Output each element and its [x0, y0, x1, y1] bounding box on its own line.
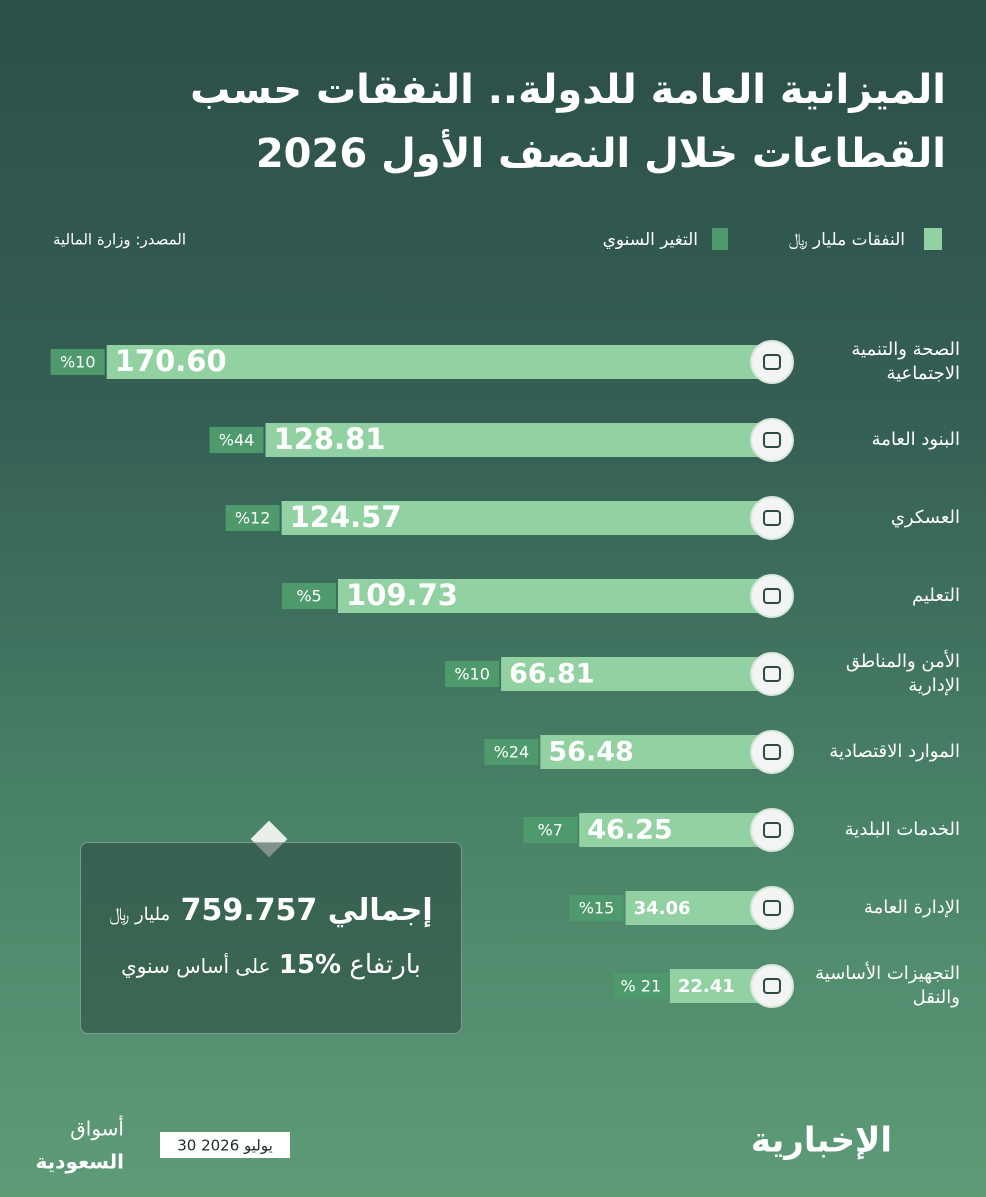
change-label: %10 [454, 665, 490, 684]
category-label: الخدمات البلدية [844, 819, 960, 840]
sector-icon-glyph [763, 354, 781, 370]
total-unit: مليار ﷼ [109, 904, 171, 925]
sector-icon [750, 808, 794, 852]
sector-icon [750, 964, 794, 1008]
sector-icon-glyph [763, 666, 781, 682]
total-line: إجمالي 759.757 مليار ﷼ [81, 893, 461, 928]
legend-label: النفقات مليار ﷼ [789, 230, 905, 250]
total-label: إجمالي [327, 893, 433, 928]
category-label: التجهيزات الأساسية والنقل [815, 963, 960, 1008]
category-label: التعليم [912, 585, 960, 606]
brand: السعودية [36, 1150, 124, 1174]
rise-line: بارتفاع 15% على أساس سنوي [81, 950, 461, 980]
change-label: %15 [579, 899, 615, 918]
category-box: الأمن والمناطق الإدارية [845, 651, 960, 696]
bar [106, 345, 766, 379]
category-label: العسكري [890, 507, 960, 528]
sector-icon [750, 574, 794, 618]
sector-icon [750, 730, 794, 774]
category-label: الأمن والمناطق الإدارية [845, 651, 960, 696]
sector-icon-glyph [763, 744, 781, 760]
change-box [225, 505, 280, 531]
change-label: %44 [219, 431, 255, 450]
sector-icon-glyph [763, 510, 781, 526]
sector-icon-glyph [763, 432, 781, 448]
bar [501, 657, 765, 691]
sector-icon-glyph [763, 900, 781, 916]
category-box: التجهيزات الأساسية والنقل [815, 963, 960, 1008]
date: 30 يوليو 2026 [177, 1137, 273, 1155]
sector-icon [750, 418, 794, 462]
bar [265, 423, 765, 457]
bar [625, 891, 765, 925]
category-box: البنود العامة [871, 429, 960, 450]
value-label: 109.73 [346, 578, 458, 612]
change-box [523, 817, 578, 843]
category-box: الخدمات البلدية [844, 819, 960, 840]
change-box [209, 427, 264, 453]
category-box: الموارد الاقتصادية [829, 741, 960, 762]
change-label: %24 [494, 743, 530, 762]
value-label: 66.81 [509, 659, 594, 690]
sector-icon [750, 340, 794, 384]
brand: أسواق [70, 1116, 124, 1141]
category-box: العسكري [890, 507, 960, 528]
change-box [445, 661, 500, 687]
category-box: الإدارة العامة [863, 897, 960, 918]
category-box: التعليم [912, 585, 960, 606]
change-box [569, 895, 624, 921]
bar [540, 735, 765, 769]
change-label: %7 [538, 821, 563, 840]
sector-icon-glyph [763, 588, 781, 604]
category-label: الصحة والتنمية الاجتماعية [851, 339, 960, 384]
date-box [160, 1132, 290, 1158]
category-label: البنود العامة [871, 429, 960, 450]
change-label: %5 [296, 587, 321, 606]
sector-icon [750, 652, 794, 696]
change-label: %12 [235, 509, 271, 528]
value-label: 128.81 [274, 422, 386, 456]
bar [579, 813, 765, 847]
change-label: %10 [60, 353, 96, 372]
sector-icon-glyph [763, 978, 781, 994]
legend-swatch [924, 228, 942, 250]
change-box [484, 739, 539, 765]
sector-icon [750, 886, 794, 930]
category-label: الموارد الاقتصادية [829, 741, 960, 762]
value-label: 124.57 [290, 500, 402, 534]
category-label: الإدارة العامة [863, 897, 960, 918]
sector-icon [750, 496, 794, 540]
rise-suffix: على أساس سنوي [121, 954, 271, 978]
change-label: % 21 [621, 977, 662, 996]
change-box [50, 349, 105, 375]
legend-label: التغير السنوي [603, 230, 698, 250]
value-label: 56.48 [548, 737, 633, 768]
bar [338, 579, 765, 613]
change-box [282, 583, 337, 609]
change-box [613, 973, 668, 999]
source: المصدر: وزارة المالية [53, 231, 186, 249]
value-label: 34.06 [634, 898, 691, 919]
value-label: 170.60 [115, 344, 227, 378]
sector-icon-glyph [763, 822, 781, 838]
bar [281, 501, 765, 535]
rise-value: 15% [278, 950, 342, 980]
legend-swatch [712, 228, 728, 250]
bar [669, 969, 765, 1003]
value-label: 46.25 [587, 815, 672, 846]
channel: الإخبارية [751, 1121, 892, 1161]
rise-label: بارتفاع [349, 950, 421, 980]
value-label: 22.41 [678, 976, 735, 997]
category-box: الصحة والتنمية الاجتماعية [851, 339, 960, 384]
title: الميزانية العامة للدولة.. النفقات حسب ال… [190, 67, 946, 177]
total-value: 759.757 [180, 893, 318, 928]
total-box: إجمالي 759.757 مليار ﷼ بارتفاع 15% على أ… [80, 842, 462, 1034]
